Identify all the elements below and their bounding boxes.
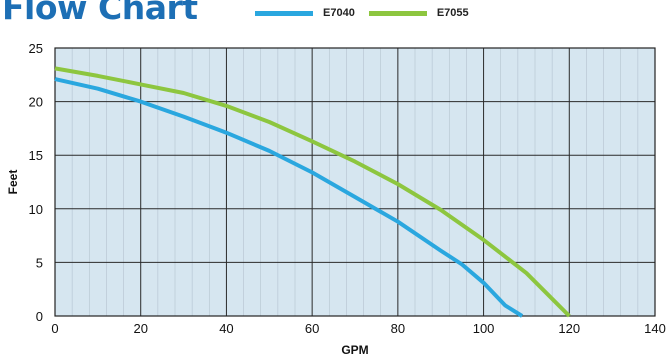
major-gridlines (55, 48, 655, 316)
series-lines (54, 66, 571, 318)
legend-item-e7055: E7055 (368, 7, 469, 19)
x-tick-label: 120 (558, 321, 580, 336)
x-tick-label: 20 (133, 321, 147, 336)
x-tick-label: 140 (644, 321, 666, 336)
series-line-e7040 (54, 77, 524, 318)
legend-swatch-e7040 (255, 10, 313, 16)
y-tick-label: 5 (36, 255, 43, 270)
legend-label-e7055: E7055 (436, 7, 469, 19)
legend-label-e7040: E7040 (323, 7, 355, 19)
plot-area (55, 48, 655, 316)
legend: E7040 E7055 (255, 3, 483, 23)
y-tick-label: 10 (29, 202, 43, 217)
plot-border (54, 47, 656, 317)
series-line-e7055 (54, 66, 571, 318)
y-tick-label: 0 (36, 309, 43, 324)
y-tick-label: 15 (29, 148, 43, 163)
x-tick-label: 0 (51, 321, 58, 336)
y-axis-title: Feet (6, 170, 20, 195)
tick-labels: 0 20 40 60 80 100 120 140 0 5 10 15 20 25 (29, 41, 666, 336)
y-tick-label: 25 (29, 41, 43, 56)
legend-swatch-e7055 (368, 10, 427, 16)
minor-gridlines (71, 48, 639, 316)
legend-item-e7040: E7040 (255, 7, 355, 19)
x-tick-label: 60 (305, 321, 319, 336)
y-tick-label: 20 (29, 95, 43, 110)
x-tick-label: 100 (473, 321, 495, 336)
x-axis-title: GPM (341, 343, 368, 357)
x-tick-label: 40 (219, 321, 233, 336)
chart-title: Flow Chart (2, 0, 198, 27)
x-tick-label: 80 (391, 321, 405, 336)
